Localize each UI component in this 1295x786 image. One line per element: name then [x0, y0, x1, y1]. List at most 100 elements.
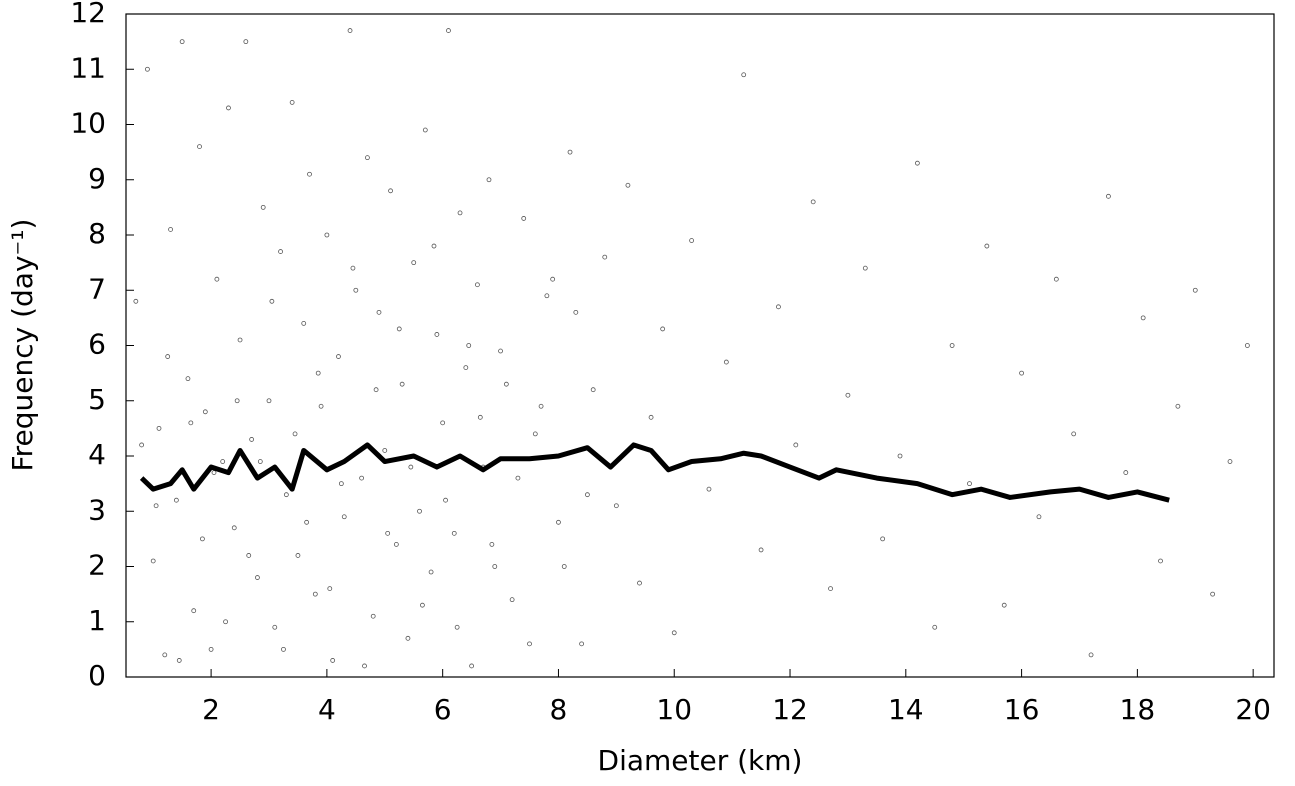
scatter-point [246, 553, 252, 558]
scatter-point [417, 508, 422, 514]
scatter-point [880, 536, 886, 542]
scatter-point [359, 475, 365, 481]
scatter-point [234, 398, 240, 404]
scatter-point [498, 348, 503, 354]
scatter-point [353, 287, 359, 293]
scatter-point [289, 100, 295, 105]
y-tick-label: 6 [88, 328, 106, 361]
scatter-point [347, 28, 353, 33]
x-tick-label: 16 [1004, 693, 1040, 726]
scatter-point [810, 199, 816, 205]
scatter-point [454, 624, 460, 630]
scatter-point [538, 403, 544, 409]
scatter-point [521, 216, 527, 221]
scatter-point [237, 337, 243, 343]
scatter-point [388, 188, 393, 194]
scatter-point [532, 431, 538, 437]
plot-frame [125, 13, 1275, 678]
scatter-point [324, 232, 330, 238]
scatter-point [671, 630, 677, 636]
scatter-point [637, 580, 642, 586]
scatter-point [443, 497, 448, 503]
scatter-point [243, 39, 249, 45]
scatter-point [590, 387, 596, 393]
y-tick-label: 8 [88, 217, 106, 250]
scatter-point [223, 619, 228, 625]
scatter-point [1001, 602, 1007, 608]
scatter-point [139, 442, 145, 448]
scatter-point [385, 530, 391, 536]
scatter-point [312, 591, 318, 597]
scatter-point [828, 586, 833, 591]
x-axis-label: Diameter (km) [598, 744, 803, 777]
scatter-point [327, 586, 333, 591]
scatter-point [396, 326, 402, 332]
scatter-point [399, 381, 405, 387]
scatter-point [862, 265, 868, 271]
y-tick-label: 4 [88, 438, 106, 471]
scatter-point [440, 420, 446, 426]
scatter-point [1192, 287, 1198, 293]
scatter-point [257, 459, 263, 464]
scatter-point [544, 293, 550, 299]
scatter-point [362, 663, 367, 669]
scatter-point [1088, 652, 1094, 658]
scatter-point [489, 542, 495, 547]
scatter-point [967, 481, 972, 487]
scatter-point [145, 66, 150, 72]
x-tick-label: 18 [1120, 693, 1156, 726]
scatter-point [214, 276, 220, 282]
x-tick-label: 8 [550, 693, 568, 726]
y-tick-label: 1 [88, 604, 106, 637]
scatter-point [1071, 431, 1077, 437]
scatter-point [503, 381, 509, 387]
scatter-point [208, 646, 214, 652]
scatter-point [304, 519, 310, 525]
scatter-point [185, 376, 191, 382]
scatter-point [1106, 193, 1111, 199]
scatter-point [463, 365, 469, 371]
scatter-point [509, 597, 515, 603]
scatter-point [660, 326, 666, 332]
scatter-point [422, 127, 428, 133]
scatter-point [405, 635, 411, 641]
x-tick-label: 2 [202, 693, 220, 726]
scatter-point [283, 492, 289, 498]
scatter-point [188, 420, 194, 426]
scatter-point [477, 414, 483, 420]
scatter-point [338, 481, 344, 487]
scatter-point [292, 431, 298, 437]
scatter-point [723, 359, 729, 365]
y-axis-label: Frequency (day⁻¹) [6, 219, 39, 472]
scatter-point [318, 403, 324, 409]
x-tick-label: 14 [888, 693, 924, 726]
scatter-point [150, 558, 156, 564]
scatter-point [226, 105, 231, 111]
scatter-point [584, 492, 590, 498]
scatter-point [451, 530, 457, 536]
scatter-point [469, 663, 475, 669]
scatter-point [561, 564, 567, 569]
scatter-point [269, 298, 275, 304]
scatter-point [949, 343, 955, 348]
scatter-point [153, 503, 159, 509]
scatter-point [255, 575, 260, 580]
scatter-point [897, 453, 903, 459]
scatter-point [1227, 459, 1233, 464]
scatter-point [202, 409, 208, 415]
scatter-point [579, 641, 585, 647]
scatter-point [260, 204, 266, 210]
scatter-point [602, 254, 608, 260]
scatter-point [211, 470, 217, 475]
scatter-point [550, 276, 556, 282]
scatter-point [272, 624, 278, 630]
scatter-point [434, 332, 440, 337]
scatter-point [984, 243, 990, 249]
scatter-point [1140, 315, 1146, 321]
scatter-point [301, 320, 307, 326]
x-tick-label: 10 [656, 693, 692, 726]
scatter-point [793, 442, 799, 448]
scatter-point [179, 39, 185, 45]
scatter-point [914, 160, 920, 166]
scatter-point [393, 542, 399, 547]
